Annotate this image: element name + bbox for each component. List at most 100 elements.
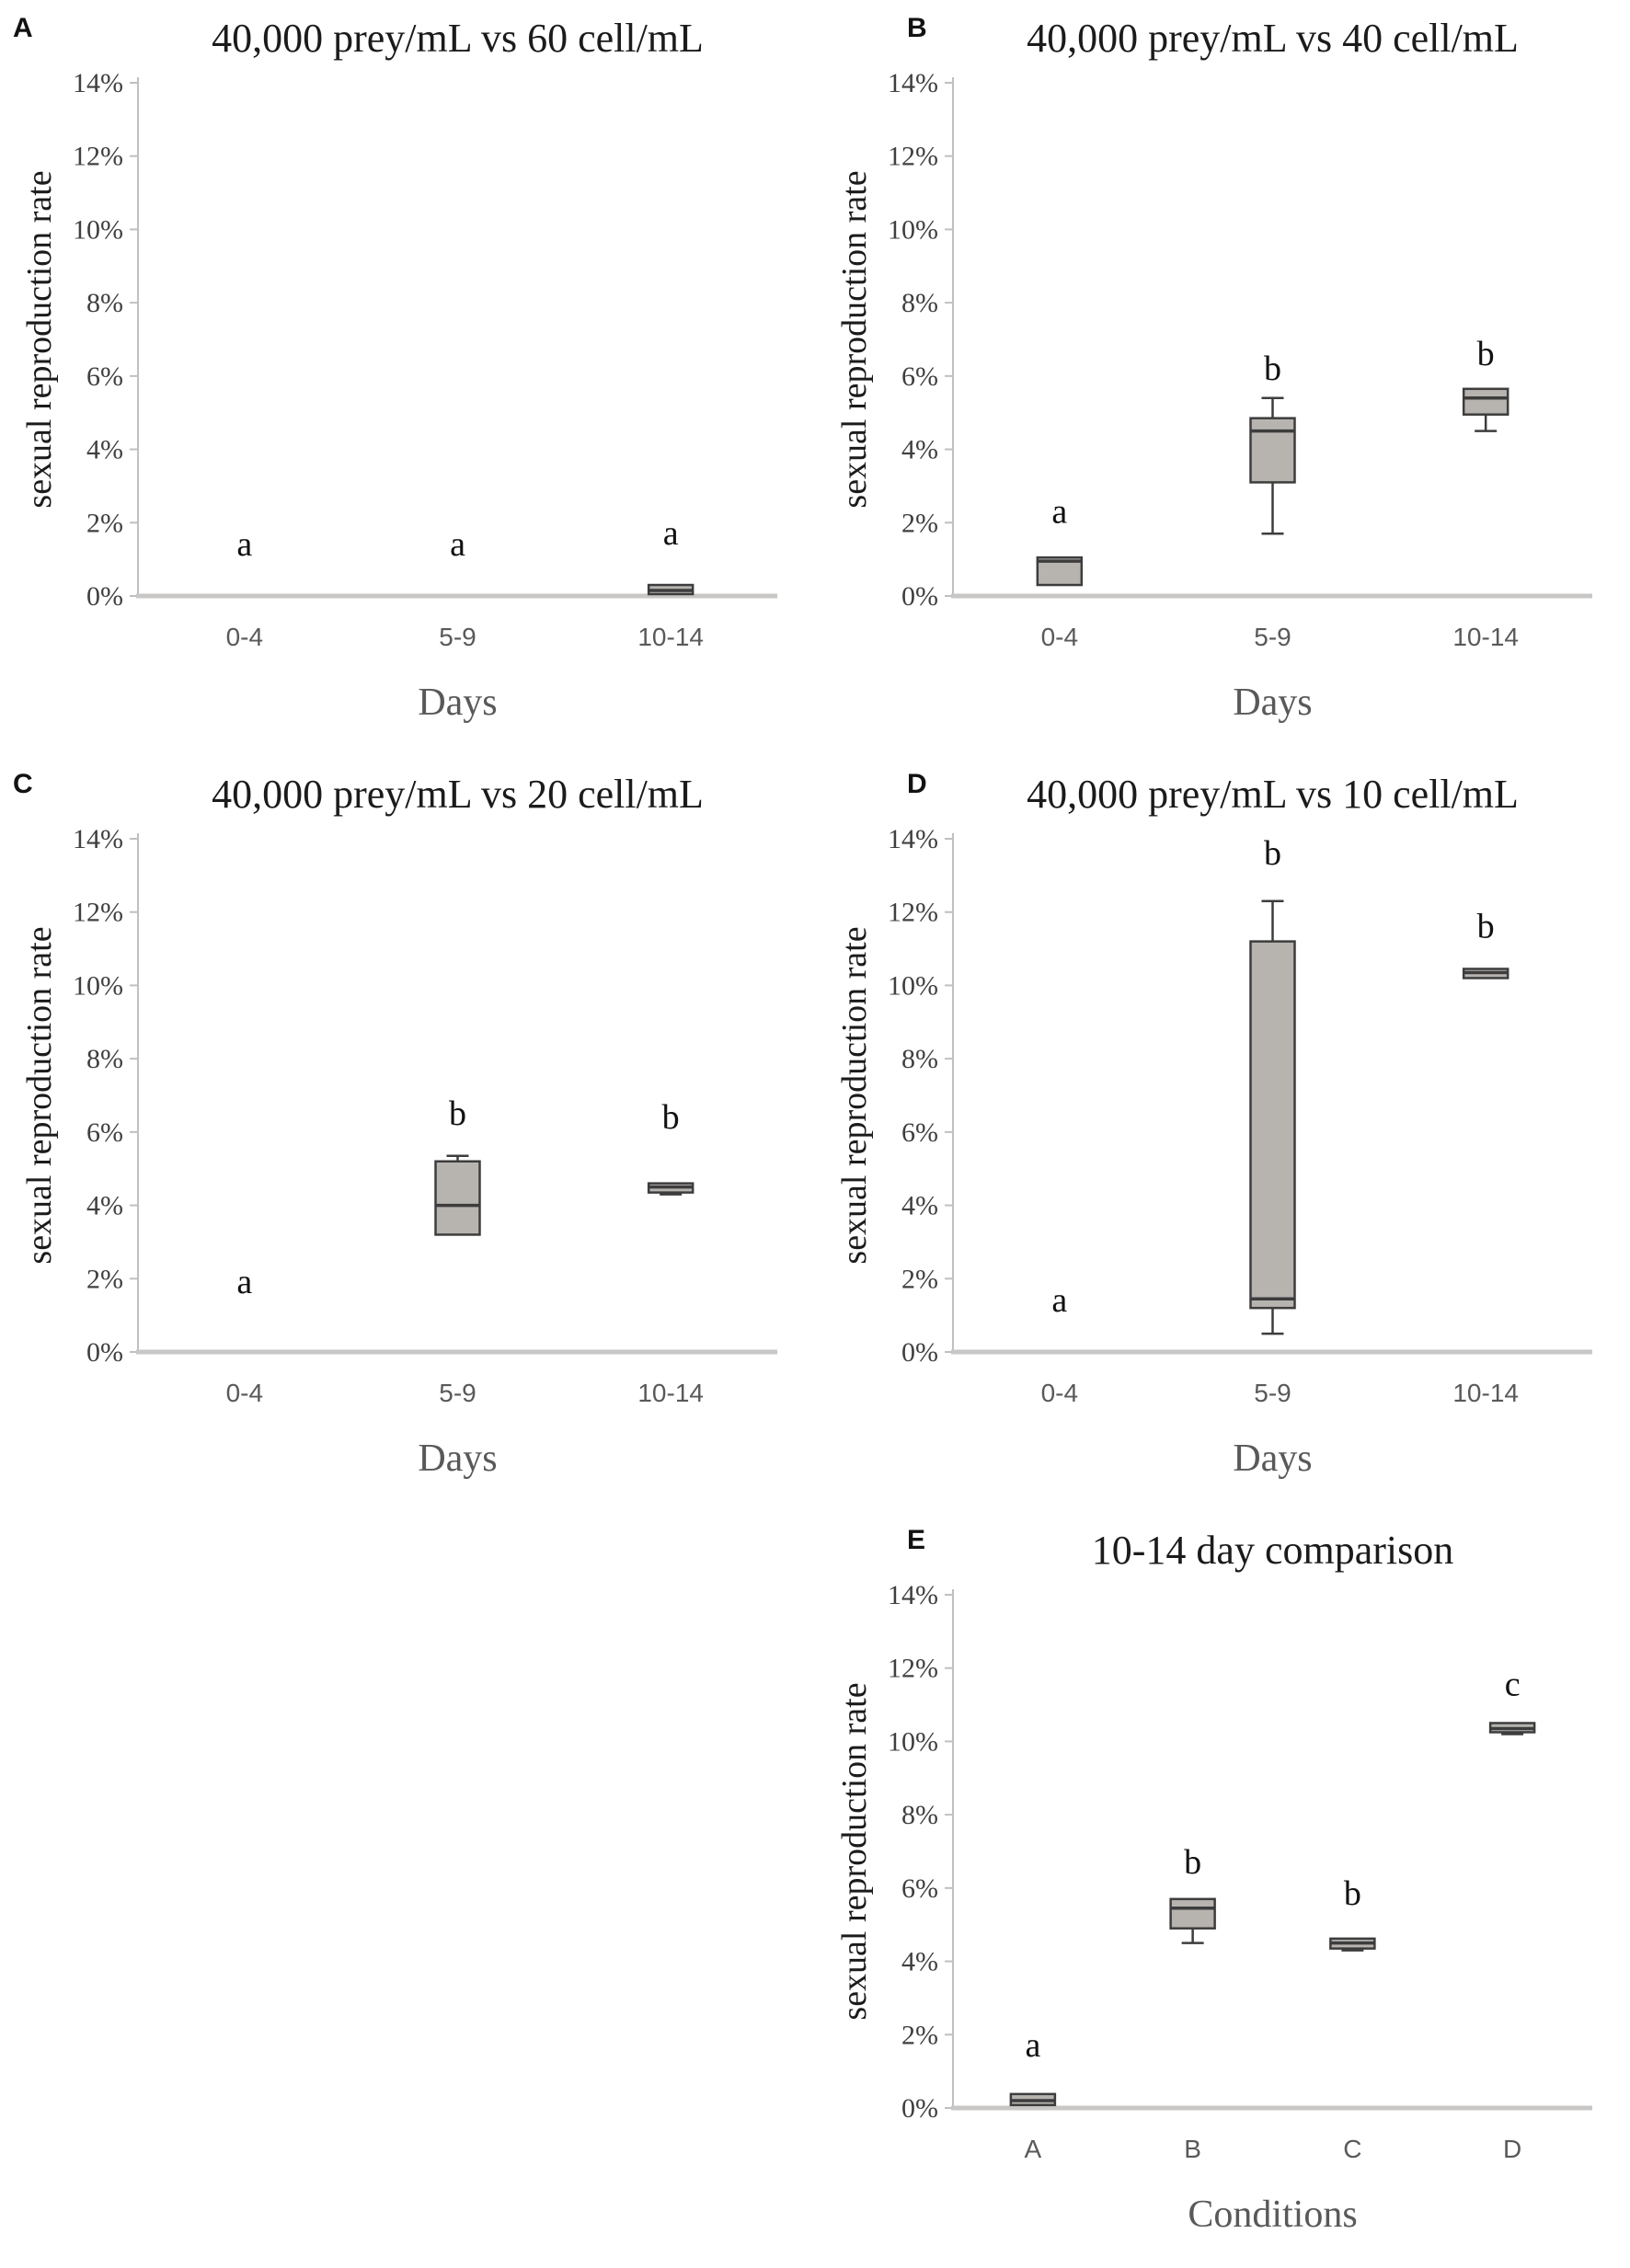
y-tick-label: 4%: [901, 1947, 938, 1977]
x-tick-label: 0-4: [1041, 1379, 1078, 1407]
y-tick-label: 14%: [888, 824, 938, 854]
x-tick-label: 10-14: [637, 1379, 704, 1407]
significance-letter: b: [1344, 1874, 1361, 1913]
x-axis-label-a: Days: [418, 682, 498, 724]
box: [1169, 1897, 1216, 1930]
y-tick-label: 8%: [901, 288, 938, 318]
panel-c: 0% 2% 4% 6% 8% 10% 12% 14% 0-4 a 5-9 b 10-14 b C 40,0…: [0, 756, 815, 1512]
x-tick-label: B: [1184, 2135, 1201, 2163]
panel-b: 0% 2% 4% 6% 8% 10% 12% 14% 0-4 a 5-9 b 10-14 b B 40,0…: [815, 0, 1630, 756]
y-tick-label: 2%: [901, 1264, 938, 1294]
y-tick-label: 12%: [888, 898, 938, 928]
y-tick-label: 10%: [73, 970, 123, 1001]
y-tick-label: 8%: [86, 288, 123, 318]
y-tick-label: 2%: [901, 2020, 938, 2050]
x-tick-label: 5-9: [439, 1379, 476, 1407]
x-tick-label: 0-4: [226, 1379, 263, 1407]
panel-title-a: 40,000 prey/mL vs 60 cell/mL: [212, 16, 704, 61]
significance-letter: b: [1477, 335, 1495, 373]
significance-letter: a: [236, 525, 252, 564]
x-tick-label: 0-4: [226, 623, 263, 651]
y-axis-label-c: sexual reproduction rate: [20, 926, 59, 1265]
y-axis-label-b: sexual reproduction rate: [835, 170, 874, 509]
x-tick-label: 10-14: [637, 623, 704, 651]
y-tick-label: 6%: [86, 361, 123, 392]
x-tick-label: C: [1343, 2135, 1361, 2163]
significance-letter: b: [1264, 834, 1281, 873]
boxplot-chart-e: 0% 2% 4% 6% 8% 10% 12% 14% Aa Bb Cb Dc: [888, 1580, 1592, 2163]
significance-letter: b: [449, 1094, 466, 1133]
y-tick-label: 12%: [73, 142, 123, 172]
y-tick-label: 8%: [86, 1044, 123, 1074]
x-tick-label: A: [1025, 2135, 1042, 2163]
boxplot-chart-a: 0% 2% 4% 6% 8% 10% 12% 14% 0-4 a 5-9 a 10-14 a: [73, 68, 777, 651]
panel-letter-c: C: [13, 769, 33, 799]
significance-letter: a: [236, 1263, 252, 1301]
panel-letter-d: D: [907, 769, 927, 799]
panel-letter-e: E: [907, 1525, 926, 1555]
x-axis-label-b: Days: [1233, 682, 1313, 724]
x-tick-label: D: [1503, 2135, 1521, 2163]
panel-d: 0% 2% 4% 6% 8% 10% 12% 14% 0-4 a 5-9 b 10-14 b D 40,0…: [815, 756, 1630, 1512]
y-tick-label: 0%: [86, 581, 123, 612]
y-tick-label: 10%: [73, 214, 123, 245]
y-axis-label-e: sexual reproduction rate: [835, 1682, 874, 2021]
y-tick-label: 14%: [73, 824, 123, 854]
x-tick-label: 0-4: [1041, 623, 1078, 651]
x-tick-label: 10-14: [1452, 1379, 1519, 1407]
significance-letter: a: [1025, 2026, 1040, 2065]
x-axis-label-d: Days: [1233, 1438, 1313, 1480]
significance-letter: a: [663, 514, 679, 553]
y-tick-label: 2%: [86, 508, 123, 538]
y-tick-label: 2%: [86, 1264, 123, 1294]
panel-title-e: 10-14 day comparison: [1091, 1528, 1454, 1573]
panel-title-b: 40,000 prey/mL vs 40 cell/mL: [1027, 16, 1519, 61]
y-tick-label: 2%: [901, 508, 938, 538]
y-tick-label: 12%: [888, 142, 938, 172]
x-axis-label-c: Days: [418, 1438, 498, 1480]
y-tick-label: 14%: [888, 68, 938, 98]
y-tick-label: 0%: [901, 581, 938, 612]
y-tick-label: 12%: [73, 898, 123, 928]
x-tick-label: 10-14: [1452, 623, 1519, 651]
boxplot-chart-c: 0% 2% 4% 6% 8% 10% 12% 14% 0-4 a 5-9 b 10-14 b: [73, 824, 777, 1407]
box: [1249, 417, 1296, 484]
y-tick-label: 0%: [901, 2093, 938, 2124]
panel-letter-b: B: [907, 13, 927, 43]
boxplot-chart-d: 0% 2% 4% 6% 8% 10% 12% 14% 0-4 a 5-9 b 10-14 b: [888, 824, 1592, 1407]
significance-letter: a: [1051, 492, 1067, 531]
x-tick-label: 5-9: [1254, 623, 1291, 651]
panel-letter-a: A: [13, 13, 33, 43]
significance-letter: b: [662, 1098, 680, 1137]
y-tick-label: 14%: [73, 68, 123, 98]
y-tick-label: 4%: [86, 435, 123, 465]
y-tick-label: 6%: [901, 1117, 938, 1148]
x-tick-label: 5-9: [1254, 1379, 1291, 1407]
panel-title-c: 40,000 prey/mL vs 20 cell/mL: [212, 772, 704, 817]
empty-cell: [0, 1512, 815, 2268]
panel-a: 0% 2% 4% 6% 8% 10% 12% 14% 0-4 a 5-9 a 10-14 a A 40,0…: [0, 0, 815, 756]
significance-letter: a: [450, 525, 465, 564]
box: [434, 1160, 481, 1236]
x-tick-label: 5-9: [439, 623, 476, 651]
y-tick-label: 8%: [901, 1800, 938, 1830]
y-tick-label: 0%: [86, 1337, 123, 1368]
y-tick-label: 4%: [901, 435, 938, 465]
x-axis-label-e: Conditions: [1188, 2194, 1358, 2236]
y-tick-label: 6%: [901, 361, 938, 392]
y-tick-label: 10%: [888, 970, 938, 1001]
y-tick-label: 4%: [86, 1191, 123, 1221]
y-tick-label: 8%: [901, 1044, 938, 1074]
y-tick-label: 0%: [901, 1337, 938, 1368]
y-tick-label: 6%: [901, 1873, 938, 1904]
box: [1249, 940, 1296, 1310]
significance-letter: a: [1051, 1281, 1067, 1320]
significance-letter: c: [1505, 1666, 1521, 1704]
y-tick-label: 4%: [901, 1191, 938, 1221]
y-tick-label: 10%: [888, 1726, 938, 1757]
y-tick-label: 14%: [888, 1580, 938, 1610]
panel-title-d: 40,000 prey/mL vs 10 cell/mL: [1027, 772, 1519, 817]
y-axis-label-d: sexual reproduction rate: [835, 926, 874, 1265]
